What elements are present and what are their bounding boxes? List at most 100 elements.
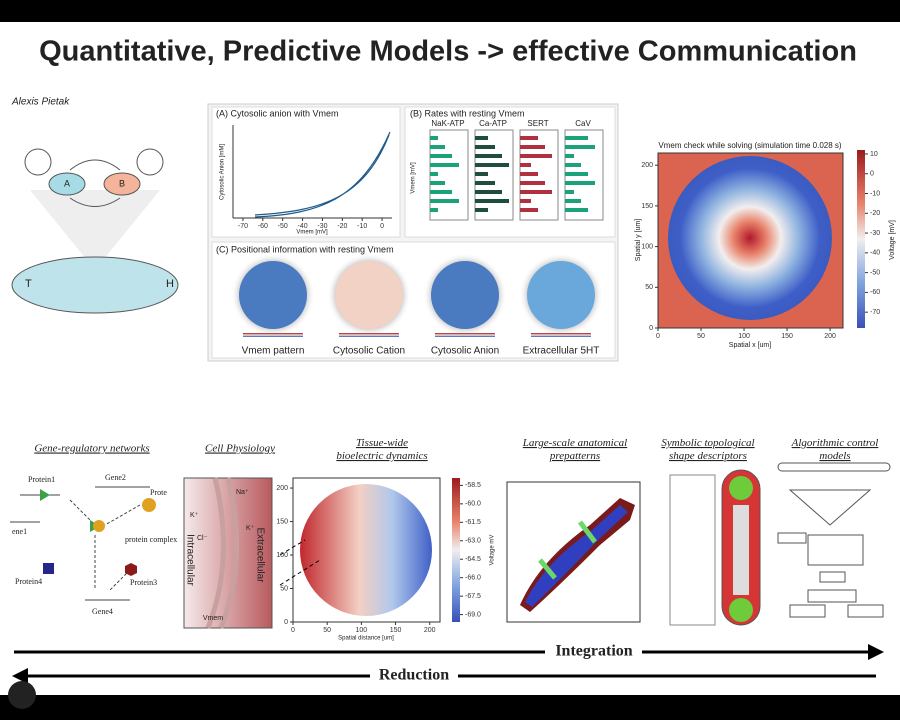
bar-decor	[520, 190, 552, 194]
membrane	[205, 477, 239, 629]
tissue-ellipse	[11, 256, 179, 314]
edit-button[interactable]	[8, 681, 36, 709]
bar-decor	[520, 208, 538, 212]
x-tick-label: 50	[697, 333, 705, 340]
y-tick-label: -58.5	[465, 482, 481, 489]
slide-title: Quantitative, Predictive Models -> effec…	[39, 36, 857, 68]
axis-label: Vmem [mV]	[296, 230, 328, 236]
band	[538, 558, 557, 580]
shape-core	[733, 505, 749, 595]
axis-label: Spatial x [um]	[729, 342, 771, 349]
axis-label: Vmem [mV]	[411, 162, 417, 194]
edge	[69, 197, 121, 207]
edge	[69, 499, 96, 526]
bar-decor	[475, 181, 495, 185]
cell-label: Intracellular	[184, 534, 195, 586]
sphere	[527, 261, 595, 329]
panel-c-spheres: Vmem pattern Cytosolic Cation Cytosolic An…	[231, 253, 603, 357]
panel-title: (C) Positional information with resting …	[216, 244, 394, 254]
bar-decor	[520, 199, 531, 203]
x-tick-label: -40	[298, 223, 308, 230]
x-tick-label: -60	[258, 223, 268, 230]
bar-decor	[475, 163, 509, 167]
end-label: H	[166, 278, 174, 290]
gene-network	[10, 486, 150, 601]
cell-icon	[24, 148, 52, 176]
y-tick-label: -64.5	[465, 556, 481, 563]
x-tick-label: 200	[424, 627, 436, 634]
gene-label: Protein4	[15, 577, 42, 586]
x-tick-label: -20	[337, 223, 347, 230]
y-tick-label: 10	[870, 151, 878, 158]
x-tick-label: -10	[357, 223, 367, 230]
axis-label: Cytosolic Anion [mM]	[220, 144, 226, 200]
graph	[669, 474, 716, 626]
arrow-head	[868, 644, 884, 660]
flow-box	[847, 604, 884, 618]
gene-label: protein complex	[125, 535, 177, 544]
reduction-label: Reduction	[379, 667, 449, 684]
flow-box	[789, 604, 826, 618]
x-tick-label: 150	[390, 627, 402, 634]
cell-label: Cl⁻	[197, 535, 208, 542]
bar-decor	[475, 172, 488, 176]
y-tick-label: 200	[276, 485, 288, 492]
y-tick-label: -30	[870, 230, 880, 237]
bar-decor	[565, 181, 595, 185]
x-tick-label: 100	[738, 333, 750, 340]
node-a	[48, 172, 86, 196]
bar-decor	[520, 163, 531, 167]
x-tick-label: -70	[238, 223, 248, 230]
bar-decor	[565, 172, 588, 176]
y-tick-label: 150	[641, 203, 653, 210]
colorbar	[452, 478, 460, 622]
y-tick-label: -40	[870, 250, 880, 257]
protein-icon	[40, 489, 50, 501]
flowchart	[777, 462, 891, 618]
section-title: Symbolic topological shape descriptors	[661, 437, 754, 462]
cell-label: K⁺	[246, 525, 255, 532]
worm-body	[525, 505, 628, 607]
sphere	[335, 261, 403, 329]
gene-label: Protein1	[28, 475, 55, 484]
cell-icon	[136, 148, 164, 176]
bar-decor	[520, 154, 552, 158]
bar-decor	[565, 163, 581, 167]
y-tick-label: 50	[280, 585, 288, 592]
protein-icon	[43, 563, 54, 574]
bar-decor	[475, 145, 495, 149]
flow-box	[807, 534, 864, 566]
gene-network-labels: Protein1 Gene2 Prote protein complex ene1 Pro…	[12, 473, 177, 616]
x-tick-label: 100	[356, 627, 368, 634]
bar-decor	[430, 145, 445, 149]
section-title: Cell Physiology	[205, 443, 275, 455]
voltage-field	[668, 156, 832, 320]
heatmap: Vmem check while solving (simulation tim…	[635, 141, 896, 349]
bar-decor	[430, 163, 459, 167]
gene-label: Prote	[150, 488, 167, 497]
edge	[69, 159, 121, 171]
colorbar	[243, 333, 303, 337]
y-tick-label: 100	[641, 243, 653, 250]
bar-decor	[520, 145, 545, 149]
integration-label: Integration	[555, 643, 632, 660]
bar-decor	[565, 136, 588, 140]
y-tick-label: -67.5	[465, 593, 481, 600]
colorbar	[857, 150, 865, 328]
y-tick-label: 0	[284, 619, 288, 626]
bar-decor	[520, 181, 545, 185]
x-tick-label: 150	[781, 333, 793, 340]
x-tick-label: 50	[323, 627, 331, 634]
bar-decor	[430, 154, 452, 158]
colorbar	[435, 333, 495, 337]
gene-diagram: A B T H	[11, 148, 179, 314]
panel-b-columns: NaK-ATP Ca-ATP SERT CaV	[429, 119, 604, 221]
axis-label: Spatial y [um]	[635, 219, 642, 261]
x-tick-label: 0	[380, 223, 384, 230]
axis-label: Spatial distance [um]	[338, 636, 394, 642]
y-tick-label: -20	[870, 210, 880, 217]
bar-decor	[565, 199, 581, 203]
flow-box	[807, 589, 857, 603]
pointer	[279, 539, 306, 556]
y-tick-label: 0	[870, 171, 874, 178]
